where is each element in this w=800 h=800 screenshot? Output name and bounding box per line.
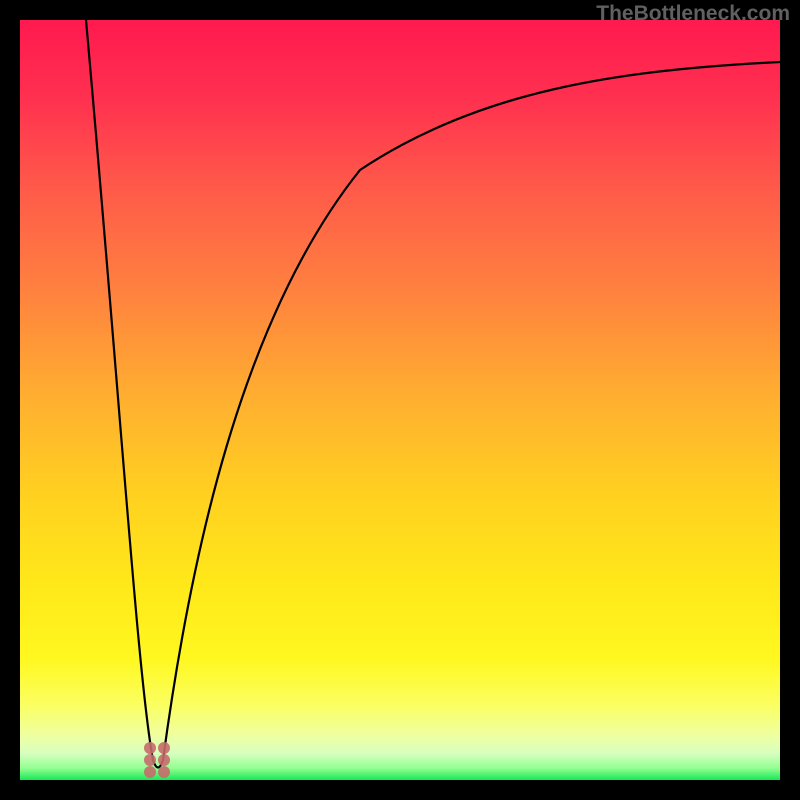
data-marker: [144, 754, 156, 766]
plot-area: [20, 20, 780, 780]
curve-layer: [20, 20, 780, 780]
data-marker: [158, 754, 170, 766]
data-marker: [158, 742, 170, 754]
chart-stage: TheBottleneck.com: [0, 0, 800, 800]
data-marker: [144, 766, 156, 778]
data-marker: [158, 766, 170, 778]
watermark-text: TheBottleneck.com: [596, 2, 790, 26]
data-marker: [144, 742, 156, 754]
bottleneck-curve: [86, 20, 780, 768]
